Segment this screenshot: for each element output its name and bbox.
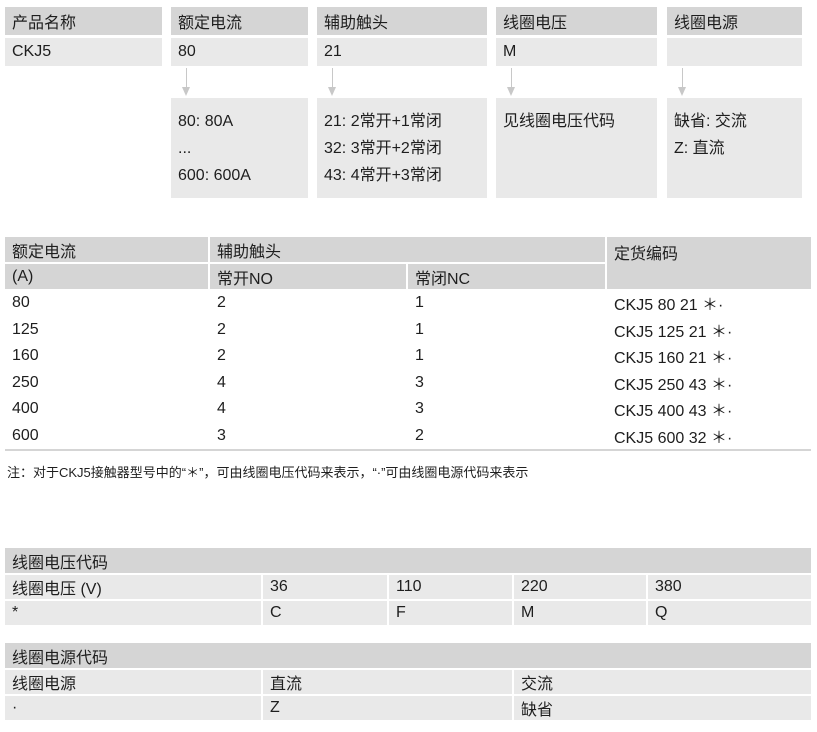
divider [5, 449, 811, 451]
row-nc: 2 [415, 426, 424, 444]
header-no: 常开NO [210, 264, 406, 289]
row-nc: 3 [415, 400, 424, 417]
power-code: 缺省 [514, 696, 811, 720]
description-line: 43: 4常开+3常闭 [324, 167, 442, 184]
power-type: 线圈电源 [5, 670, 261, 694]
voltage-value: 110 [389, 575, 512, 599]
field-header: 额定电流 [171, 7, 308, 35]
row-no: 4 [217, 373, 226, 391]
field-header: 线圈电源 [667, 7, 802, 35]
voltage-value: 线圈电压 (V) [5, 575, 261, 599]
arrow-down-icon [678, 68, 686, 96]
row-nc: 3 [415, 373, 424, 391]
row-nc: 1 [415, 320, 424, 338]
field-value: M [496, 38, 657, 66]
arrow-down-icon [328, 68, 336, 96]
field-header: 产品名称 [5, 7, 162, 35]
row-current: 400 [12, 400, 39, 417]
voltage-table-title: 线圈电压代码 [5, 548, 811, 573]
header-aux-contacts: 辅助触头 [210, 237, 605, 262]
field-header: 辅助触头 [317, 7, 487, 35]
row-nc: 1 [415, 294, 424, 311]
row-no: 2 [217, 347, 226, 364]
row-current: 600 [12, 426, 39, 444]
row-no: 2 [217, 320, 226, 338]
description-line: Z: 直流 [674, 140, 725, 157]
power-type: 交流 [514, 670, 811, 694]
field-description: 缺省: 交流 Z: 直流 [667, 98, 802, 198]
row-no: 2 [217, 294, 226, 311]
header-unit: (A) [5, 264, 208, 289]
voltage-code: * [5, 601, 261, 625]
power-code: Z [263, 696, 512, 720]
field-value: 80 [171, 38, 308, 66]
arrow-down-icon [182, 68, 190, 96]
arrow-down-icon [507, 68, 515, 96]
power-code: · [5, 696, 261, 720]
voltage-value: 380 [648, 575, 811, 599]
voltage-code: C [263, 601, 387, 625]
description-line: 32: 3常开+2常闭 [324, 140, 442, 157]
field-value: 21 [317, 38, 487, 66]
power-table-title: 线圈电源代码 [5, 643, 811, 668]
field-description: 见线圈电压代码 [496, 98, 657, 198]
row-order-code: CKJ5 160 21 ＊· [614, 350, 733, 367]
header-order-code: 定货编码 [607, 237, 811, 289]
voltage-code: M [514, 601, 646, 625]
row-nc: 1 [415, 347, 424, 364]
voltage-code: Q [648, 601, 811, 625]
row-current: 160 [12, 347, 39, 364]
row-order-code: CKJ5 125 21 ＊· [614, 323, 733, 341]
description-line: 见线圈电压代码 [503, 113, 616, 130]
field-value: CKJ5 [5, 38, 162, 66]
header-rated-current: 额定电流 [5, 237, 208, 262]
description-line: 21: 2常开+1常闭 [324, 113, 442, 130]
description-line: 600: 600A [178, 167, 251, 184]
row-no: 4 [217, 400, 226, 417]
voltage-value: 220 [514, 575, 646, 599]
description-line: 80: 80A [178, 113, 234, 130]
voltage-code: F [389, 601, 512, 625]
description-line: 缺省: 交流 [674, 113, 747, 130]
row-current: 250 [12, 373, 39, 391]
row-order-code: CKJ5 600 32 ＊· [614, 429, 733, 447]
row-order-code: CKJ5 250 43 ＊· [614, 376, 733, 394]
row-order-code: CKJ5 400 43 ＊· [614, 403, 733, 420]
power-type: 直流 [263, 670, 512, 694]
header-nc: 常闭NC [408, 264, 605, 289]
field-description: 80: 80A... 600: 600A [171, 98, 308, 198]
footnote: 注：对于CKJ5接触器型号中的“＊”，可由线圈电压代码来表示，“·”可由线圈电源… [7, 465, 529, 480]
description-line: ... [178, 140, 192, 157]
row-current: 80 [12, 294, 30, 311]
field-header: 线圈电压 [496, 7, 657, 35]
field-value [667, 38, 802, 66]
row-order-code: CKJ5 80 21 ＊· [614, 297, 724, 314]
row-current: 125 [12, 320, 39, 338]
voltage-value: 36 [263, 575, 387, 599]
row-no: 3 [217, 426, 226, 444]
field-description: 21: 2常开+1常闭 32: 3常开+2常闭 43: 4常开+3常闭 [317, 98, 487, 198]
